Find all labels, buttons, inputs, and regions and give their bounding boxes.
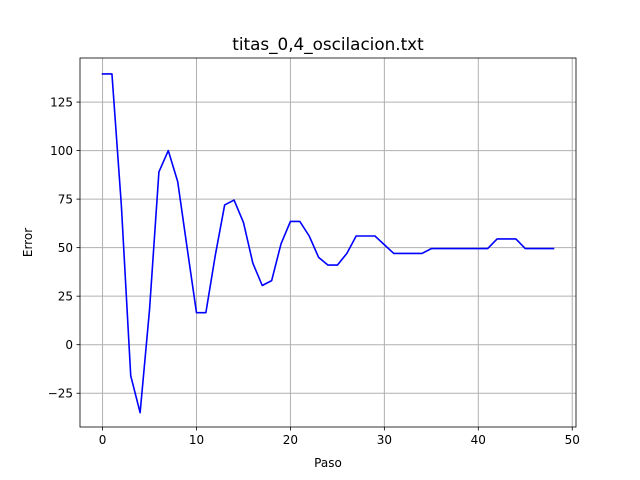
- y-axis-label: Error: [21, 228, 35, 257]
- grid-lines: [80, 58, 576, 427]
- y-tick-label: 100: [50, 144, 73, 158]
- x-axis-label: Paso: [314, 456, 342, 470]
- y-tick-label: 50: [58, 241, 73, 255]
- chart-title: titas_0,4_oscilacion.txt: [232, 34, 424, 55]
- y-tick-label: 0: [65, 338, 73, 352]
- x-tick-label: 0: [99, 433, 107, 447]
- plot-frame: [79, 57, 577, 428]
- axis-ticks: 0 10 20 30 40 50 −25 0 25 50 75 100 125: [48, 95, 580, 447]
- x-tick-label: 20: [283, 433, 298, 447]
- y-tick-label: 75: [58, 192, 73, 206]
- x-tick-label: 10: [189, 433, 204, 447]
- y-tick-label: 25: [58, 289, 73, 303]
- x-tick-label: 50: [565, 433, 580, 447]
- x-tick-label: 40: [471, 433, 486, 447]
- series-group: [101, 73, 555, 414]
- x-tick-label: 30: [377, 433, 392, 447]
- y-tick-label: −25: [48, 387, 73, 401]
- series-line: [101, 73, 555, 414]
- y-tick-label: 125: [50, 95, 73, 109]
